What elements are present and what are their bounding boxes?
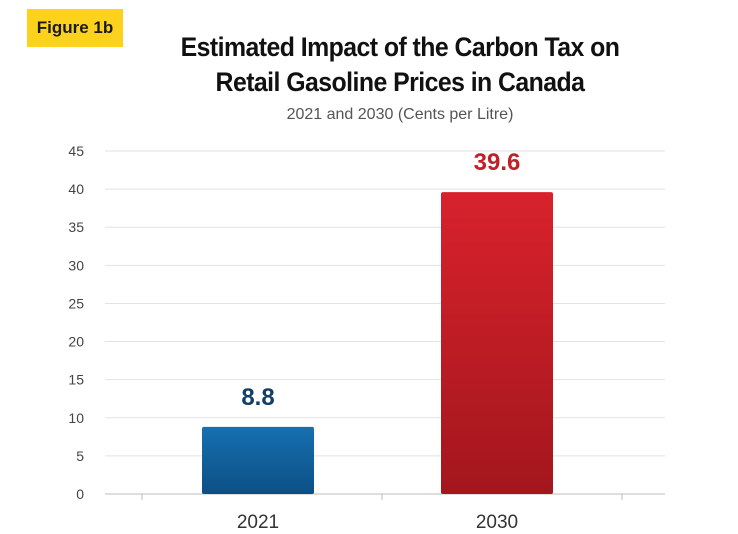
- y-tick-label: 20: [68, 334, 84, 350]
- y-tick-label: 30: [68, 257, 84, 273]
- chart-subtitle: 2021 and 2030 (Cents per Litre): [286, 106, 514, 123]
- y-tick-label: 0: [76, 486, 84, 502]
- chart-title-line-2: Retail Gasoline Prices in Canada: [215, 67, 585, 97]
- y-tick-label: 25: [68, 295, 84, 311]
- x-tick-label-2030: 2030: [476, 512, 518, 533]
- x-tick-label-2021: 2021: [237, 512, 279, 533]
- y-tick-label: 15: [68, 372, 84, 388]
- bar-2021: [202, 426, 314, 494]
- y-tick-label: 10: [68, 410, 84, 426]
- chart-title-line-1: Estimated Impact of the Carbon Tax on: [180, 32, 620, 62]
- y-tick-label: 45: [68, 143, 84, 159]
- y-tick-label: 35: [68, 219, 84, 235]
- data-label-2030: 39.6: [474, 149, 521, 176]
- data-label-2021: 8.8: [241, 384, 274, 411]
- bar-2030: [441, 192, 553, 494]
- y-tick-label: 40: [68, 181, 84, 197]
- figure-badge: Figure 1b: [27, 9, 123, 47]
- chart-title: Estimated Impact of the Carbon Tax on Re…: [142, 30, 657, 100]
- y-tick-label: 5: [76, 448, 84, 464]
